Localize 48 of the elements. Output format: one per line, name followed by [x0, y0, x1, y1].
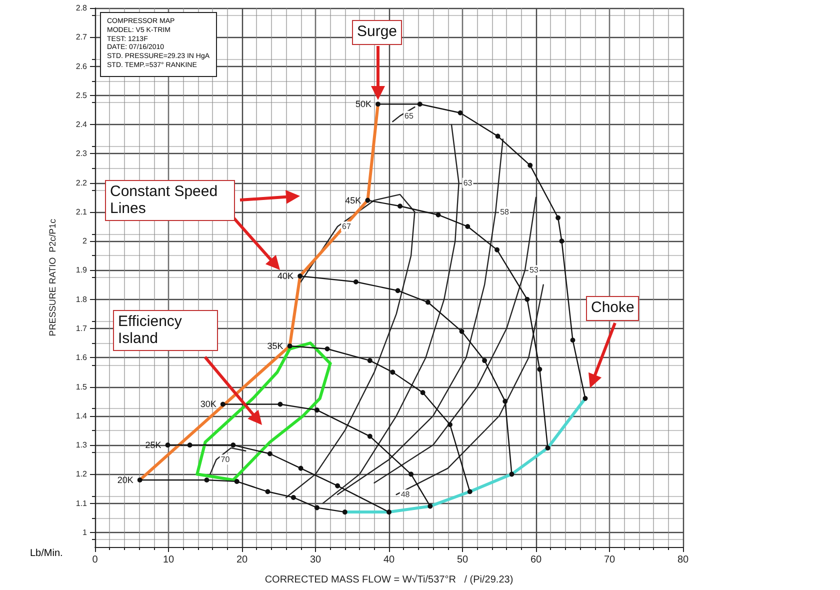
y-tick-label: 2.8 [76, 4, 88, 12]
y-tick-label: 1.3 [76, 440, 88, 450]
series-label: 67 [342, 222, 352, 232]
y-tick-label: 1.2 [76, 470, 88, 479]
y-tick-label: 1 [82, 528, 88, 537]
annotation: Efficiency Island [113, 310, 218, 351]
y-tick-label: 2.1 [76, 207, 88, 216]
y-tick-label: 2.6 [76, 62, 88, 71]
series-label: 35K [267, 340, 284, 351]
x-tick-label: 50 [456, 554, 468, 566]
annotation: Surge [352, 20, 402, 44]
y-tick-label: 2.3 [76, 149, 88, 158]
series-label: 30K [200, 399, 216, 410]
x-tick-label: 80 [677, 554, 689, 566]
annotation: Choke [586, 296, 640, 320]
x-tick-label: 10 [162, 554, 174, 566]
y-tick-label: 1.9 [76, 266, 88, 275]
x-axis-title: CORRECTED MASS FLOW = W√Ti/537°R / (Pi/29.23) [264, 574, 514, 586]
text: Lb/Min. [30, 548, 63, 559]
series-label: 70 [220, 455, 230, 464]
y-tick-label: 1.5 [76, 382, 88, 392]
y-tick-label: 1.4 [76, 411, 88, 420]
y-tick-label: 2.2 [76, 178, 88, 188]
y-tick-label: 1.6 [76, 353, 88, 362]
y-tick-label: 2.4 [76, 120, 88, 130]
x-tick-label: 20 [236, 554, 248, 566]
series-label: 48 [400, 490, 410, 500]
y-tick-label: 1.7 [76, 324, 88, 333]
y-tick-label: 1.1 [76, 498, 88, 508]
series-label: 45K [345, 195, 362, 206]
y-tick-label: 2 [82, 236, 88, 246]
x-tick-label: 40 [383, 554, 395, 566]
series-label: 50K [355, 99, 372, 110]
x-tick-label: 60 [530, 554, 542, 566]
series-label: 58 [500, 207, 510, 216]
series-label: 40K [278, 271, 294, 282]
y-tick-label: 1.8 [76, 294, 88, 304]
annotation: Constant Speed Lines [105, 180, 235, 221]
x-tick-label: 0 [92, 554, 98, 566]
series-label: 53 [529, 266, 539, 275]
x-tick-label: 30 [310, 554, 322, 566]
y-axis-title: PRESSURE RATIO P2c/P1c [48, 218, 58, 336]
y-tick-label: 2.7 [76, 32, 88, 42]
x-tick-label: 70 [604, 554, 616, 566]
series-label: 20K [117, 474, 134, 485]
series-label: 65 [404, 111, 414, 120]
y-tick-label: 2.5 [76, 90, 88, 100]
series-label: 63 [463, 178, 473, 188]
